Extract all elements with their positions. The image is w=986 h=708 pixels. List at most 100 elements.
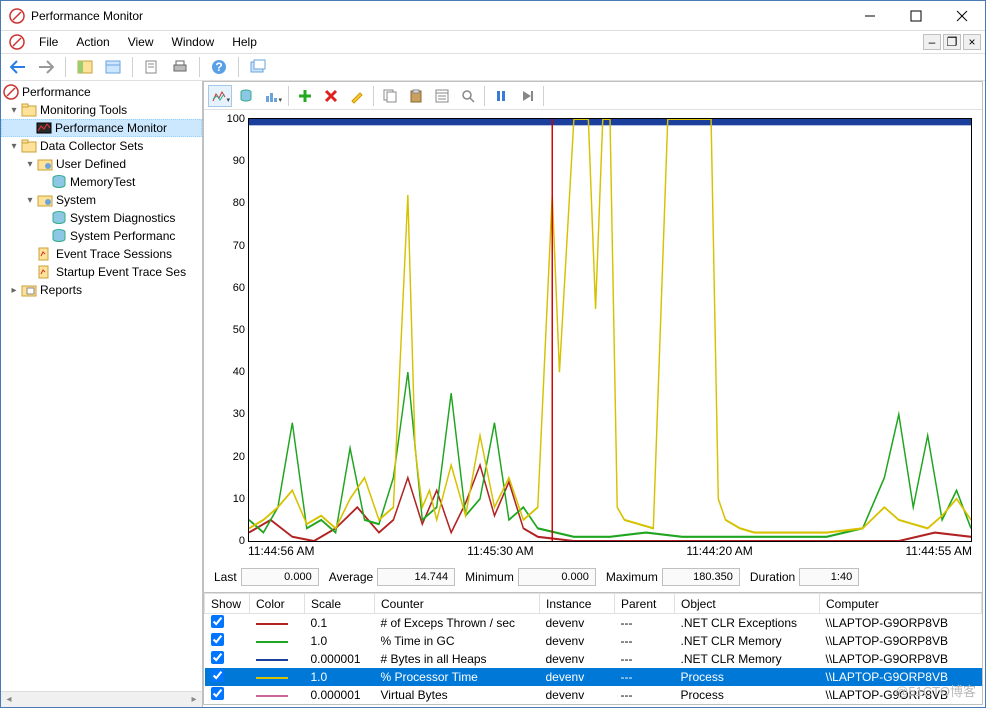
show-checkbox[interactable] [211,651,224,664]
titlebar[interactable]: Performance Monitor [1,1,985,31]
y-tick: 80 [233,197,245,209]
back-button[interactable] [7,56,29,78]
stat-last: 0.000 [241,568,319,586]
chart-type-button[interactable]: ▾ [260,85,284,107]
freeze-button[interactable] [489,85,513,107]
y-tick: 90 [233,155,245,167]
show-checkbox[interactable] [211,615,224,628]
twisty-icon[interactable]: ▾ [23,195,37,206]
close-button[interactable] [939,1,985,30]
tree-memory-test[interactable]: MemoryTest [1,173,202,191]
collector-icon [51,228,67,244]
col-header[interactable]: Parent [615,594,675,614]
tree-label: Data Collector Sets [40,139,143,153]
mdi-minimize[interactable]: ‒ [923,34,941,50]
view-log-button[interactable] [234,85,258,107]
twisty-icon[interactable]: ▾ [7,141,21,152]
stat-average: 14.744 [377,568,455,586]
table-row[interactable]: 0.000001# Bytes in all Heapsdevenv---.NE… [205,650,982,668]
app-icon [9,8,25,24]
tree-label: Performance [22,85,91,99]
copy-button[interactable] [378,85,402,107]
col-header[interactable]: Object [675,594,820,614]
new-window-button[interactable] [247,56,269,78]
forward-button[interactable] [35,56,57,78]
tree-label: System Diagnostics [70,211,175,225]
delete-counter-button[interactable] [319,85,343,107]
tree-startup-event-trace[interactable]: Startup Event Trace Ses [1,263,202,281]
twisty-icon[interactable]: ▸ [7,285,21,296]
col-header[interactable]: Instance [540,594,615,614]
menu-action[interactable]: Action [68,33,117,51]
export-button[interactable] [141,56,163,78]
col-header[interactable]: Counter [375,594,540,614]
monitor-icon [36,120,52,136]
maximize-button[interactable] [893,1,939,30]
col-header[interactable]: Show [205,594,250,614]
minimize-button[interactable] [847,1,893,30]
stat-label: Last [214,570,237,584]
tree-reports[interactable]: ▸ Reports [1,281,202,299]
tree-data-collector-sets[interactable]: ▾ Data Collector Sets [1,137,202,155]
table-row[interactable]: 0.000001Virtual Bytesdevenv---Process\\L… [205,686,982,704]
tree-label: System Performanc [70,229,175,243]
chart-area: 0102030405060708090100 11:44:56 AM 11:45… [204,110,982,562]
color-swatch [256,695,288,697]
y-axis: 0102030405060708090100 [217,119,247,541]
help-button[interactable]: ? [208,56,230,78]
tree-system-performance[interactable]: System Performanc [1,227,202,245]
show-checkbox[interactable] [211,687,224,700]
table-row[interactable]: 0.1# of Exceps Thrown / secdevenv---.NET… [205,614,982,633]
table-row[interactable]: 1.0% Processor Timedevenv---Process\\LAP… [205,668,982,686]
properties-button[interactable] [102,56,124,78]
tree-hscroll[interactable]: ◂▸ [1,691,202,707]
show-checkbox[interactable] [211,633,224,646]
trace-icon [37,264,53,280]
main-toolbar: ? [1,53,985,81]
body: Performance ▾ Monitoring Tools [1,81,985,707]
show-checkbox[interactable] [211,669,224,682]
tree-label: Startup Event Trace Ses [56,265,186,279]
folder-icon [21,102,37,118]
show-hide-tree-button[interactable] [74,56,96,78]
menu-window[interactable]: Window [164,33,223,51]
tree-monitoring-tools[interactable]: ▾ Monitoring Tools [1,101,202,119]
twisty-icon[interactable]: ▾ [23,159,37,170]
menu-file[interactable]: File [31,33,66,51]
collector-icon [51,210,67,226]
menu-help[interactable]: Help [224,33,265,51]
paste-button[interactable] [404,85,428,107]
highlight-button[interactable] [345,85,369,107]
color-swatch [256,659,288,661]
tree-system-diagnostics[interactable]: System Diagnostics [1,209,202,227]
collector-icon [51,174,67,190]
tree-label: Event Trace Sessions [56,247,172,261]
counter-table[interactable]: ShowColorScaleCounterInstanceParentObjec… [204,592,982,704]
col-header[interactable]: Computer [820,594,982,614]
mdi-close[interactable]: × [963,34,981,50]
tree-root[interactable]: Performance [1,83,202,101]
stat-minimum: 0.000 [518,568,596,586]
mdi-restore[interactable]: ❐ [943,34,961,50]
zoom-button[interactable] [456,85,480,107]
table-row[interactable]: 1.0% Time in GCdevenv---.NET CLR Memory\… [205,632,982,650]
twisty-icon[interactable]: ▾ [7,105,21,116]
stat-maximum: 180.350 [662,568,740,586]
tree-user-defined[interactable]: ▾ User Defined [1,155,202,173]
tree-system[interactable]: ▾ System [1,191,202,209]
user-folder-icon [37,156,53,172]
add-counter-button[interactable] [293,85,317,107]
tree-pane[interactable]: Performance ▾ Monitoring Tools [1,81,203,707]
view-current-button[interactable]: ▾ [208,85,232,107]
tree-performance-monitor[interactable]: Performance Monitor [1,119,202,137]
tree-event-trace[interactable]: Event Trace Sessions [1,245,202,263]
print-button[interactable] [169,56,191,78]
color-swatch [256,677,288,679]
col-header[interactable]: Color [250,594,305,614]
chart-plot[interactable]: 0102030405060708090100 [248,118,972,542]
col-header[interactable]: Scale [305,594,375,614]
menu-view[interactable]: View [120,33,162,51]
properties-chart-button[interactable] [430,85,454,107]
update-button[interactable] [515,85,539,107]
y-tick: 30 [233,408,245,420]
